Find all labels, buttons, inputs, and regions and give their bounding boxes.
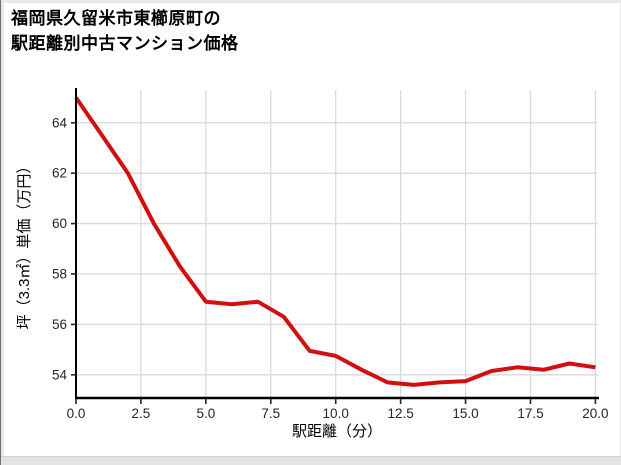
chart-title-line1: 福岡県久留米市東櫛原町の bbox=[11, 9, 221, 28]
x-tick-label: 2.5 bbox=[132, 406, 151, 421]
x-tick-label: 0.0 bbox=[67, 406, 86, 421]
figure-canvas bbox=[4, 3, 620, 456]
x-tick-label: 10.0 bbox=[323, 406, 349, 421]
x-tick-label: 17.5 bbox=[517, 406, 543, 421]
y-tick-label: 54 bbox=[52, 367, 68, 382]
x-tick-label: 12.5 bbox=[387, 406, 413, 421]
bottom-gray-strip bbox=[1, 456, 621, 465]
x-tick-label: 20.0 bbox=[582, 406, 608, 421]
x-axis-label: 駅距離（分） bbox=[292, 422, 382, 440]
y-axis-label: 坪（3.3㎡）単価（万円） bbox=[16, 159, 33, 330]
chart-title: 福岡県久留米市東櫛原町の 駅距離別中古マンション価格 bbox=[11, 6, 239, 56]
chart-title-line2: 駅距離別中古マンション価格 bbox=[11, 34, 239, 53]
price-line-series bbox=[74, 96, 596, 387]
y-tick-label: 60 bbox=[52, 216, 67, 231]
x-tick-label: 7.5 bbox=[261, 406, 280, 421]
y-tick-label: 56 bbox=[52, 317, 67, 332]
y-tick-label: 58 bbox=[52, 266, 67, 281]
y-tick-label: 64 bbox=[52, 115, 68, 130]
x-tick-label: 15.0 bbox=[452, 406, 478, 421]
y-tick-label: 62 bbox=[52, 166, 67, 181]
x-tick-label: 5.0 bbox=[196, 406, 215, 421]
